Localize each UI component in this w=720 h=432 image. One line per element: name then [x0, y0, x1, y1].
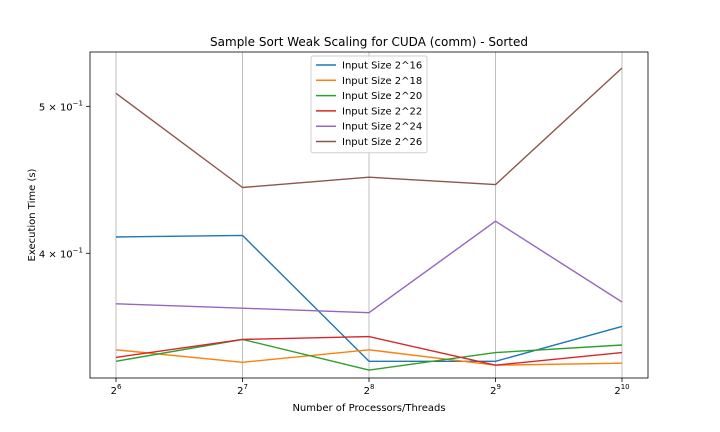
- x-tick-label: 29: [490, 383, 501, 397]
- series-lines: [115, 67, 623, 371]
- legend-label-3: Input Size 2^22: [342, 106, 422, 117]
- legend-box: [310, 55, 428, 154]
- y-tick-label: 4 × 10−1: [39, 246, 83, 260]
- series-line-4: [115, 220, 623, 314]
- chart-title: Sample Sort Weak Scaling for CUDA (comm)…: [210, 35, 528, 49]
- legend-label-5: Input Size 2^26: [342, 137, 422, 148]
- x-axis-label: Number of Processors/Threads: [292, 403, 445, 414]
- y-tick-label: 5 × 10−1: [39, 99, 83, 113]
- series-line-5: [115, 67, 623, 189]
- x-tick-label: 26: [111, 383, 122, 397]
- x-axis-ticks: 26 27 28 29 210: [111, 378, 630, 397]
- series-line-3: [115, 335, 623, 366]
- legend-label-4: Input Size 2^24: [342, 122, 422, 133]
- y-axis-label: Execution Time (s): [27, 168, 38, 261]
- y-axis-ticks: 4 × 10−1 5 × 10−1: [39, 99, 90, 260]
- series-line-2: [115, 338, 623, 371]
- legend-label-2: Input Size 2^20: [342, 91, 422, 102]
- x-tick-label: 27: [237, 383, 248, 397]
- x-tick-label: 28: [364, 383, 375, 397]
- legend-label-1: Input Size 2^18: [342, 76, 422, 87]
- legend-label-0: Input Size 2^16: [342, 61, 422, 72]
- x-tick-label: 210: [614, 383, 629, 397]
- series-line-1: [115, 349, 623, 366]
- legend: Input Size 2^16 Input Size 2^18 Input Size…: [310, 55, 428, 154]
